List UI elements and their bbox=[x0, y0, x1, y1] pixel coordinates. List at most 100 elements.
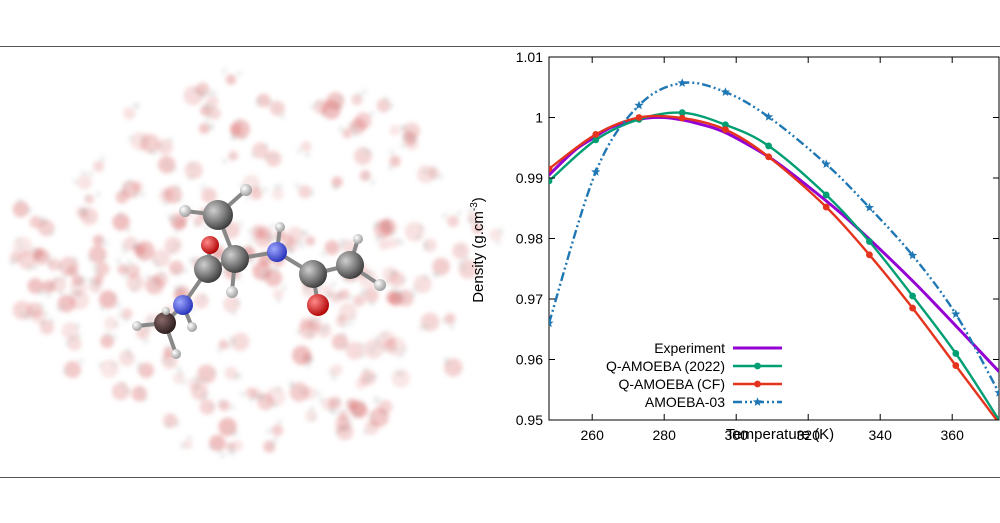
water-hydrogen-atom bbox=[87, 255, 94, 262]
density-chart: 260 280 300 320 340 360 0.95 0.96 0.97 0.98 0.99 1 1… bbox=[460, 47, 1000, 477]
water-hydrogen-atom bbox=[48, 317, 55, 324]
water-hydrogen-atom bbox=[75, 281, 82, 288]
water-hydrogen-atom bbox=[187, 174, 194, 181]
water-hydrogen-atom bbox=[272, 436, 279, 443]
water-hydrogen-atom bbox=[368, 412, 375, 419]
y-tick-label: 1.01 bbox=[516, 49, 543, 65]
data-point-amoeba-03 bbox=[634, 100, 644, 110]
water-hydrogen-atom bbox=[309, 104, 316, 110]
water-oxygen-atom bbox=[130, 132, 149, 151]
water-oxygen-atom bbox=[100, 359, 119, 378]
y-tick-label: 1 bbox=[535, 110, 543, 126]
water-hydrogen-atom bbox=[191, 257, 198, 263]
data-point-amoeba-03 bbox=[764, 112, 774, 121]
water-hydrogen-atom bbox=[332, 184, 339, 191]
water-hydrogen-atom bbox=[315, 315, 322, 322]
water-hydrogen-atom bbox=[418, 224, 425, 231]
data-point-q-amoeba-cf bbox=[635, 114, 643, 121]
water-hydrogen-atom bbox=[71, 257, 78, 264]
data-point-q-amoeba-2022 bbox=[822, 191, 830, 199]
water-hydrogen-atom bbox=[239, 390, 246, 397]
water-hydrogen-atom bbox=[462, 255, 469, 262]
y-tick-label: 0.97 bbox=[516, 291, 543, 307]
legend-label-amoeba-03: AMOEBA-03 bbox=[645, 394, 725, 410]
water-oxygen-atom bbox=[251, 224, 266, 239]
water-oxygen-atom bbox=[61, 322, 79, 340]
water-hydrogen-atom bbox=[497, 228, 504, 234]
water-hydrogen-atom bbox=[116, 312, 123, 319]
water-hydrogen-atom bbox=[236, 274, 243, 281]
water-oxygen-atom bbox=[389, 124, 401, 136]
water-hydrogen-atom bbox=[261, 269, 268, 276]
series-amoeba-03 bbox=[549, 78, 999, 397]
water-hydrogen-atom bbox=[95, 191, 102, 198]
water-hydrogen-atom bbox=[97, 361, 104, 368]
water-hydrogen-atom bbox=[194, 384, 201, 391]
water-hydrogen-atom bbox=[188, 162, 195, 169]
water-hydrogen-atom bbox=[124, 347, 131, 354]
x-tick-label: 300 bbox=[725, 427, 749, 443]
water-hydrogen-atom bbox=[122, 316, 129, 323]
water-hydrogen-atom bbox=[362, 366, 369, 373]
water-hydrogen-atom bbox=[302, 230, 309, 237]
water-hydrogen-atom bbox=[58, 289, 65, 296]
water-hydrogen-atom bbox=[356, 92, 363, 99]
water-hydrogen-atom bbox=[173, 269, 179, 275]
water-hydrogen-atom bbox=[62, 369, 69, 375]
water-oxygen-atom bbox=[324, 240, 340, 256]
water-hydrogen-atom bbox=[125, 227, 132, 233]
water-hydrogen-atom bbox=[340, 238, 347, 245]
water-hydrogen-atom bbox=[361, 147, 368, 154]
water-hydrogen-atom bbox=[110, 294, 117, 300]
water-hydrogen-atom bbox=[26, 264, 33, 271]
water-hydrogen-atom bbox=[333, 398, 340, 405]
water-hydrogen-atom bbox=[127, 179, 134, 185]
water-hydrogen-atom bbox=[441, 317, 448, 324]
water-hydrogen-atom bbox=[93, 268, 100, 275]
water-hydrogen-atom bbox=[194, 221, 201, 228]
water-hydrogen-atom bbox=[111, 361, 118, 368]
water-hydrogen-atom bbox=[57, 263, 63, 270]
water-hydrogen-atom bbox=[306, 355, 313, 362]
water-hydrogen-atom bbox=[352, 131, 359, 138]
water-hydrogen-atom bbox=[250, 152, 257, 159]
water-oxygen-atom bbox=[169, 260, 184, 276]
water-hydrogen-atom bbox=[305, 287, 312, 294]
water-hydrogen-atom bbox=[389, 149, 396, 156]
water-oxygen-atom bbox=[342, 128, 353, 139]
water-oxygen-atom bbox=[349, 118, 366, 135]
water-hydrogen-atom bbox=[104, 331, 111, 338]
top-border bbox=[0, 46, 1000, 47]
water-molecules-cloud bbox=[9, 67, 504, 459]
data-point-q-amoeba-cf bbox=[822, 203, 830, 211]
water-hydrogen-atom bbox=[448, 323, 455, 330]
water-oxygen-atom bbox=[77, 174, 92, 190]
data-point-q-amoeba-2022 bbox=[678, 109, 686, 117]
water-hydrogen-atom bbox=[397, 352, 404, 359]
water-oxygen-atom bbox=[269, 100, 285, 116]
water-hydrogen-atom bbox=[299, 242, 306, 249]
water-oxygen-atom bbox=[223, 295, 240, 313]
data-point-q-amoeba-2022 bbox=[866, 238, 873, 245]
water-hydrogen-atom bbox=[127, 135, 134, 141]
y-tick-label: 0.95 bbox=[516, 412, 543, 428]
legend-marker-q-amoeba-cf bbox=[754, 380, 761, 388]
water-hydrogen-atom bbox=[171, 216, 178, 223]
water-hydrogen-atom bbox=[120, 242, 127, 249]
water-hydrogen-atom bbox=[230, 133, 237, 140]
water-hydrogen-atom bbox=[48, 283, 55, 290]
water-hydrogen-atom bbox=[203, 103, 210, 110]
water-hydrogen-atom bbox=[204, 117, 210, 124]
water-hydrogen-atom bbox=[368, 110, 375, 117]
water-hydrogen-atom bbox=[166, 359, 173, 366]
water-hydrogen-atom bbox=[39, 216, 46, 223]
data-point-q-amoeba-cf bbox=[909, 304, 916, 312]
water-hydrogen-atom bbox=[165, 344, 171, 351]
water-oxygen-atom bbox=[472, 223, 483, 234]
water-hydrogen-atom bbox=[346, 399, 353, 406]
water-oxygen-atom bbox=[93, 160, 105, 172]
water-hydrogen-atom bbox=[358, 342, 365, 349]
water-hydrogen-atom bbox=[201, 376, 208, 383]
density-chart-svg: 260 280 300 320 340 360 0.95 0.96 0.97 0.98 0.99 1 1… bbox=[469, 49, 1000, 443]
water-hydrogen-atom bbox=[179, 442, 186, 449]
